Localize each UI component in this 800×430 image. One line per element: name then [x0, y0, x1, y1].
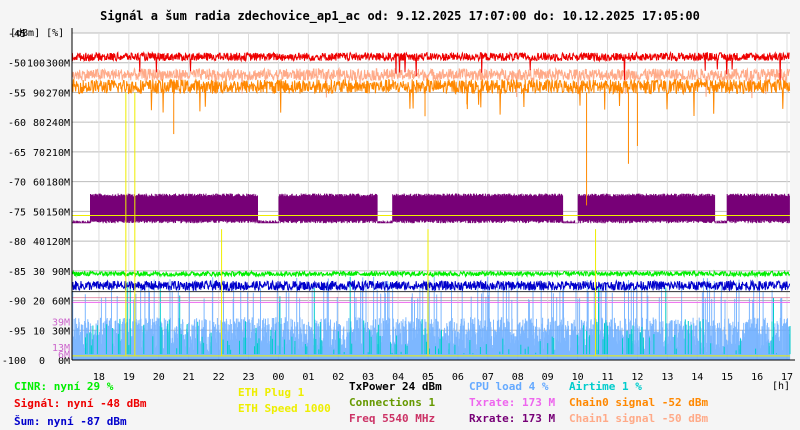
legend-connections: Connections 1 [349, 396, 436, 409]
x-tick-label: 01 [302, 372, 314, 383]
y-tick-dbm: -80 [8, 237, 26, 248]
series-chain0 [71, 77, 791, 117]
y-tick-rate: 150M [46, 207, 70, 218]
y-tick-rate: 60M [52, 297, 70, 308]
legend-freq: Freq 5540 MHz [349, 412, 436, 425]
x-tick-label: 18 [93, 372, 105, 383]
y-tick-rate: 30M [52, 326, 70, 337]
x-tick-label: 13 [661, 372, 673, 383]
x-tick-label: 12 [631, 372, 643, 383]
x-tick-label: 09 [542, 372, 554, 383]
x-tick-label: 21 [183, 372, 195, 383]
legend-signal: Signál: nyní -48 dBm [14, 397, 147, 410]
x-tick-label: 05 [422, 372, 434, 383]
y-axis-units-label: [dBm] [%] [10, 28, 65, 39]
legend-noise: Šum: nyní -87 dBm [14, 415, 127, 428]
legend-eth-speed: ETH Speed 1000 [238, 402, 331, 415]
x-tick-label: 07 [482, 372, 494, 383]
x-tick-label: 16 [751, 372, 763, 383]
y-tick-pct: 50 [33, 207, 45, 218]
y-tick-rate: 270M [46, 88, 70, 99]
y-tick-pct: 100 [27, 59, 45, 70]
x-tick-label: 10 [572, 372, 584, 383]
legend-txrate: Txrate: 173 M [469, 396, 556, 409]
y-tick-dbm: -45 [8, 29, 26, 40]
legend-cinr: CINR: nyní 29 % [14, 380, 114, 393]
x-tick-label: 20 [153, 372, 165, 383]
x-tick-label: 17 [781, 372, 793, 383]
series-cinr [71, 269, 791, 279]
x-tick-label: 08 [512, 372, 524, 383]
y-tick-pct: 40 [33, 237, 45, 248]
y-tick-rate-extra: 13M [52, 343, 70, 354]
x-tick-label: 15 [721, 372, 733, 383]
y-tick-rate: 120M [46, 237, 70, 248]
x-tick-label: 23 [242, 372, 254, 383]
y-tick-rate: 210M [46, 148, 70, 159]
legend-cpu: CPU load 4 % [469, 380, 549, 393]
y-tick-rate: 180M [46, 178, 70, 189]
x-tick-label: 03 [362, 372, 374, 383]
x-tick-label: 19 [123, 372, 135, 383]
y-tick-dbm: -50 [8, 59, 26, 70]
series-signal [71, 50, 790, 81]
series-airtime [85, 276, 791, 355]
y-tick-dbm: -75 [8, 207, 26, 218]
y-tick-rate: 90M [52, 267, 70, 278]
y-tick-pct: 90 [33, 88, 45, 99]
y-tick-dbm: -60 [8, 118, 26, 129]
legend-eth-plug: ETH Plug 1 [238, 386, 305, 399]
series-noise [71, 279, 791, 293]
x-tick-label: 11 [601, 372, 613, 383]
legend-txpower: TxPower 24 dBm [349, 380, 442, 393]
chart-title: Signál a šum radia zdechovice_ap1_ac od:… [100, 9, 700, 23]
y-tick-pct: 20 [33, 297, 45, 308]
x-tick-label: 00 [272, 372, 284, 383]
y-tick-dbm: -65 [8, 148, 26, 159]
x-tick-label: 06 [452, 372, 464, 383]
x-tick-label: 22 [213, 372, 225, 383]
x-tick-label: 14 [691, 372, 703, 383]
y-tick-pct: 0 [39, 356, 45, 367]
x-tick-label: 04 [392, 372, 404, 383]
series-rxrate [71, 193, 790, 224]
y-tick-pct: 70 [33, 148, 45, 159]
y-tick-pct: 10 [33, 326, 45, 337]
y-tick-pct: 60 [33, 178, 45, 189]
y-tick-dbm: -90 [8, 297, 26, 308]
y-tick-pct: 30 [33, 267, 45, 278]
y-tick-dbm: -95 [8, 326, 26, 337]
x-tick-label: 02 [332, 372, 344, 383]
legend-chain0: Chain0 signal -52 dBm [569, 396, 709, 409]
y-tick-rate-extra: 6M [58, 350, 70, 361]
series-chain1 [71, 66, 791, 99]
y-tick-rate: 0M [58, 356, 70, 367]
y-tick-dbm: -55 [8, 88, 26, 99]
y-tick-rate: 300M [46, 59, 70, 70]
x-axis-unit: [h] [772, 381, 790, 392]
legend-chain1: Chain1 signal -50 dBm [569, 412, 709, 425]
y-tick-dbm: -70 [8, 178, 26, 189]
y-tick-pct: 80 [33, 118, 45, 129]
y-tick-dbm: -85 [8, 267, 26, 278]
y-tick-dbm: -100 [2, 356, 26, 367]
y-tick-rate-extra: 39M [52, 317, 70, 328]
legend-rxrate: Rxrate: 173 M [469, 412, 556, 425]
legend-airtime: Airtime 1 % [569, 380, 642, 393]
y-tick-rate: 240M [46, 118, 70, 129]
